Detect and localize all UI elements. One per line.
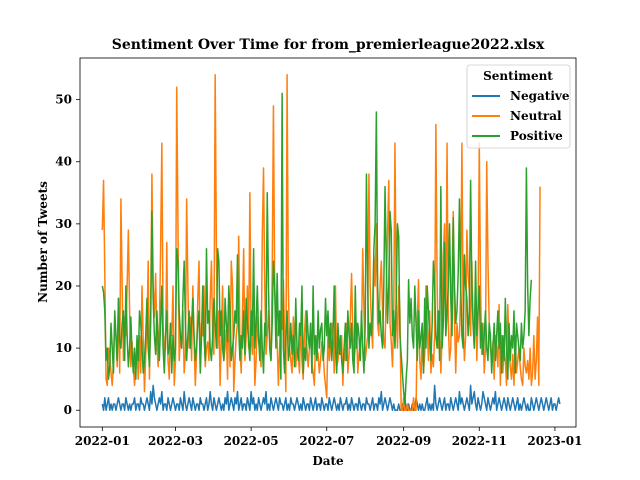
y-tick-label: 30 xyxy=(55,217,72,231)
x-tick-label: 2023-01 xyxy=(527,434,582,448)
y-tick-label: 50 xyxy=(55,93,72,107)
x-tick-label: 2022-03 xyxy=(148,434,203,448)
series-group xyxy=(101,74,561,411)
series-line-negative xyxy=(101,384,561,411)
y-tick-label: 20 xyxy=(55,279,72,293)
x-tick-label: 2022-09 xyxy=(376,434,431,448)
x-axis-title: Date xyxy=(312,454,344,468)
x-tick-label: 2022-01 xyxy=(75,434,130,448)
legend-label-positive: Positive xyxy=(510,129,563,143)
legend-label-neutral: Neutral xyxy=(510,109,562,123)
x-tick-label: 2022-07 xyxy=(299,434,354,448)
x-axis: 2022-01 2022-03 2022-05 2022-07 2022-09 2022-… xyxy=(75,427,582,448)
legend-title: Sentiment xyxy=(483,69,553,83)
series-line-positive xyxy=(101,92,533,405)
y-axis-title: Number of Tweets xyxy=(36,181,50,303)
x-tick-label: 2022-05 xyxy=(224,434,279,448)
y-tick-label: 40 xyxy=(55,155,72,169)
x-tick-label: 2022-11 xyxy=(452,434,507,448)
y-tick-label: 10 xyxy=(55,341,72,355)
chart-title: Sentiment Over Time for from_premierleag… xyxy=(112,37,545,53)
legend: Sentiment Negative Neutral Positive xyxy=(466,64,571,149)
legend-frame xyxy=(466,64,571,149)
y-axis: 0 10 20 30 40 50 xyxy=(55,93,80,417)
legend-label-negative: Negative xyxy=(510,89,570,103)
y-tick-label: 0 xyxy=(64,403,72,417)
plot-frame xyxy=(79,57,577,428)
series-line-neutral xyxy=(101,74,541,411)
